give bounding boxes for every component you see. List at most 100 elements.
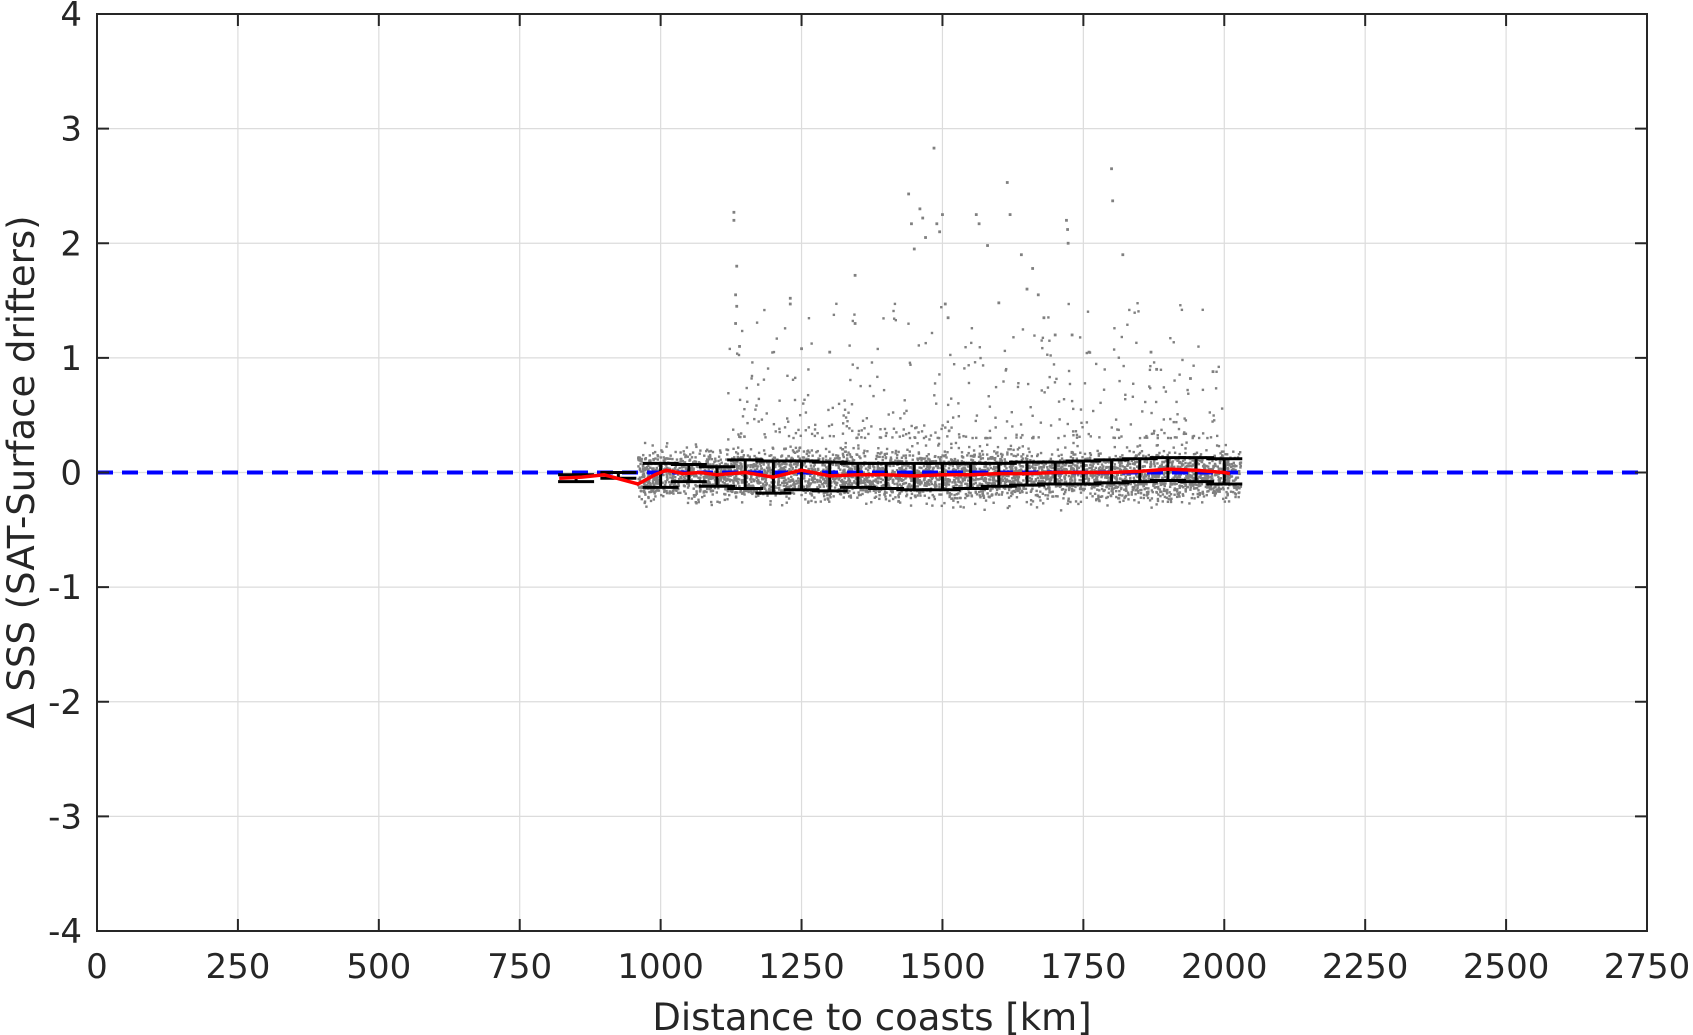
scatter-point — [712, 463, 715, 466]
scatter-point — [769, 500, 772, 503]
scatter-point — [1039, 465, 1043, 469]
scatter-point — [973, 453, 976, 457]
scatter-point — [1188, 464, 1192, 467]
scatter-point — [1098, 499, 1101, 502]
scatter-point — [956, 500, 960, 504]
scatter-point — [881, 466, 884, 470]
y-axis-label: Δ SSS (SAT-Surface drifters) — [0, 215, 43, 728]
scatter-point — [1030, 454, 1033, 458]
scatter-point — [970, 327, 974, 330]
scatter-point — [726, 483, 729, 486]
scatter-point — [1147, 477, 1150, 480]
scatter-point — [726, 448, 730, 452]
scatter-point — [983, 465, 986, 468]
scatter-point — [768, 488, 771, 492]
scatter-point — [943, 469, 946, 472]
scatter-point — [1178, 452, 1181, 456]
scatter-point — [842, 480, 845, 483]
scatter-point — [920, 466, 923, 470]
scatter-point — [824, 491, 827, 494]
scatter-point — [782, 462, 785, 465]
scatter-point — [1155, 444, 1159, 447]
scatter-point — [815, 478, 819, 482]
scatter-point — [806, 449, 810, 452]
scatter-point — [692, 468, 695, 471]
scatter-point — [1236, 485, 1240, 489]
scatter-point — [1067, 499, 1070, 502]
scatter-point — [822, 481, 826, 485]
scatter-point — [958, 436, 961, 439]
scatter-outlier — [853, 322, 857, 325]
scatter-point — [957, 477, 960, 480]
scatter-point — [1182, 463, 1185, 466]
scatter-point — [1043, 486, 1046, 489]
scatter-point — [740, 465, 744, 468]
scatter-point — [723, 477, 726, 481]
scatter-point — [784, 447, 787, 450]
scatter-point — [793, 398, 797, 402]
scatter-outlier — [1053, 333, 1057, 337]
scatter-point — [778, 464, 781, 468]
scatter-point — [979, 490, 983, 493]
scatter-point — [946, 420, 950, 423]
scatter-point — [1185, 441, 1188, 444]
scatter-point — [725, 458, 728, 461]
scatter-point — [980, 483, 984, 486]
scatter-point — [892, 479, 895, 483]
scatter-point — [1238, 487, 1241, 490]
scatter-point — [903, 482, 906, 485]
scatter-point — [1064, 490, 1067, 494]
scatter-point — [644, 466, 647, 470]
scatter-outlier — [1036, 293, 1040, 297]
scatter-point — [677, 487, 680, 491]
scatter-point — [1201, 458, 1204, 462]
scatter-point — [948, 494, 951, 498]
scatter-point — [1211, 491, 1215, 494]
scatter-point — [950, 426, 953, 429]
scatter-point — [940, 504, 944, 508]
scatter-point — [649, 499, 653, 503]
scatter-point — [1234, 493, 1238, 496]
scatter-point — [735, 479, 738, 483]
scatter-point — [1180, 462, 1184, 465]
scatter-point — [791, 479, 794, 482]
scatter-point — [783, 447, 786, 451]
scatter-point — [1038, 495, 1041, 499]
scatter-point — [822, 485, 825, 488]
scatter-point — [887, 478, 890, 482]
scatter-point — [995, 466, 998, 469]
scatter-point — [1113, 463, 1116, 466]
scatter-point — [693, 475, 696, 478]
scatter-point — [930, 477, 934, 481]
scatter-point — [972, 482, 976, 486]
scatter-point — [655, 466, 659, 470]
scatter-point — [1018, 487, 1022, 490]
scatter-point — [1071, 489, 1074, 493]
scatter-point — [1213, 494, 1216, 497]
scatter-point — [800, 493, 803, 497]
scatter-point — [733, 456, 736, 459]
scatter-point — [847, 477, 851, 481]
scatter-outlier — [941, 213, 944, 216]
scatter-point — [705, 490, 708, 494]
scatter-point — [879, 480, 883, 484]
scatter-point — [1201, 432, 1205, 435]
scatter-point — [717, 455, 721, 458]
scatter-point — [778, 427, 781, 431]
scatter-point — [944, 426, 947, 429]
scatter-point — [896, 453, 899, 457]
scatter-point — [1170, 465, 1173, 469]
scatter-point — [891, 497, 895, 501]
scatter-point — [1020, 482, 1023, 485]
scatter-point — [1072, 469, 1076, 472]
scatter-point — [934, 454, 937, 458]
scatter-point — [1148, 368, 1152, 372]
scatter-point — [974, 419, 977, 423]
scatter-point — [711, 493, 714, 496]
scatter-point — [931, 493, 934, 497]
scatter-point — [937, 444, 940, 447]
scatter-point — [848, 483, 852, 486]
scatter-point — [893, 302, 897, 306]
scatter-point — [887, 484, 891, 487]
scatter-point — [1142, 484, 1146, 488]
